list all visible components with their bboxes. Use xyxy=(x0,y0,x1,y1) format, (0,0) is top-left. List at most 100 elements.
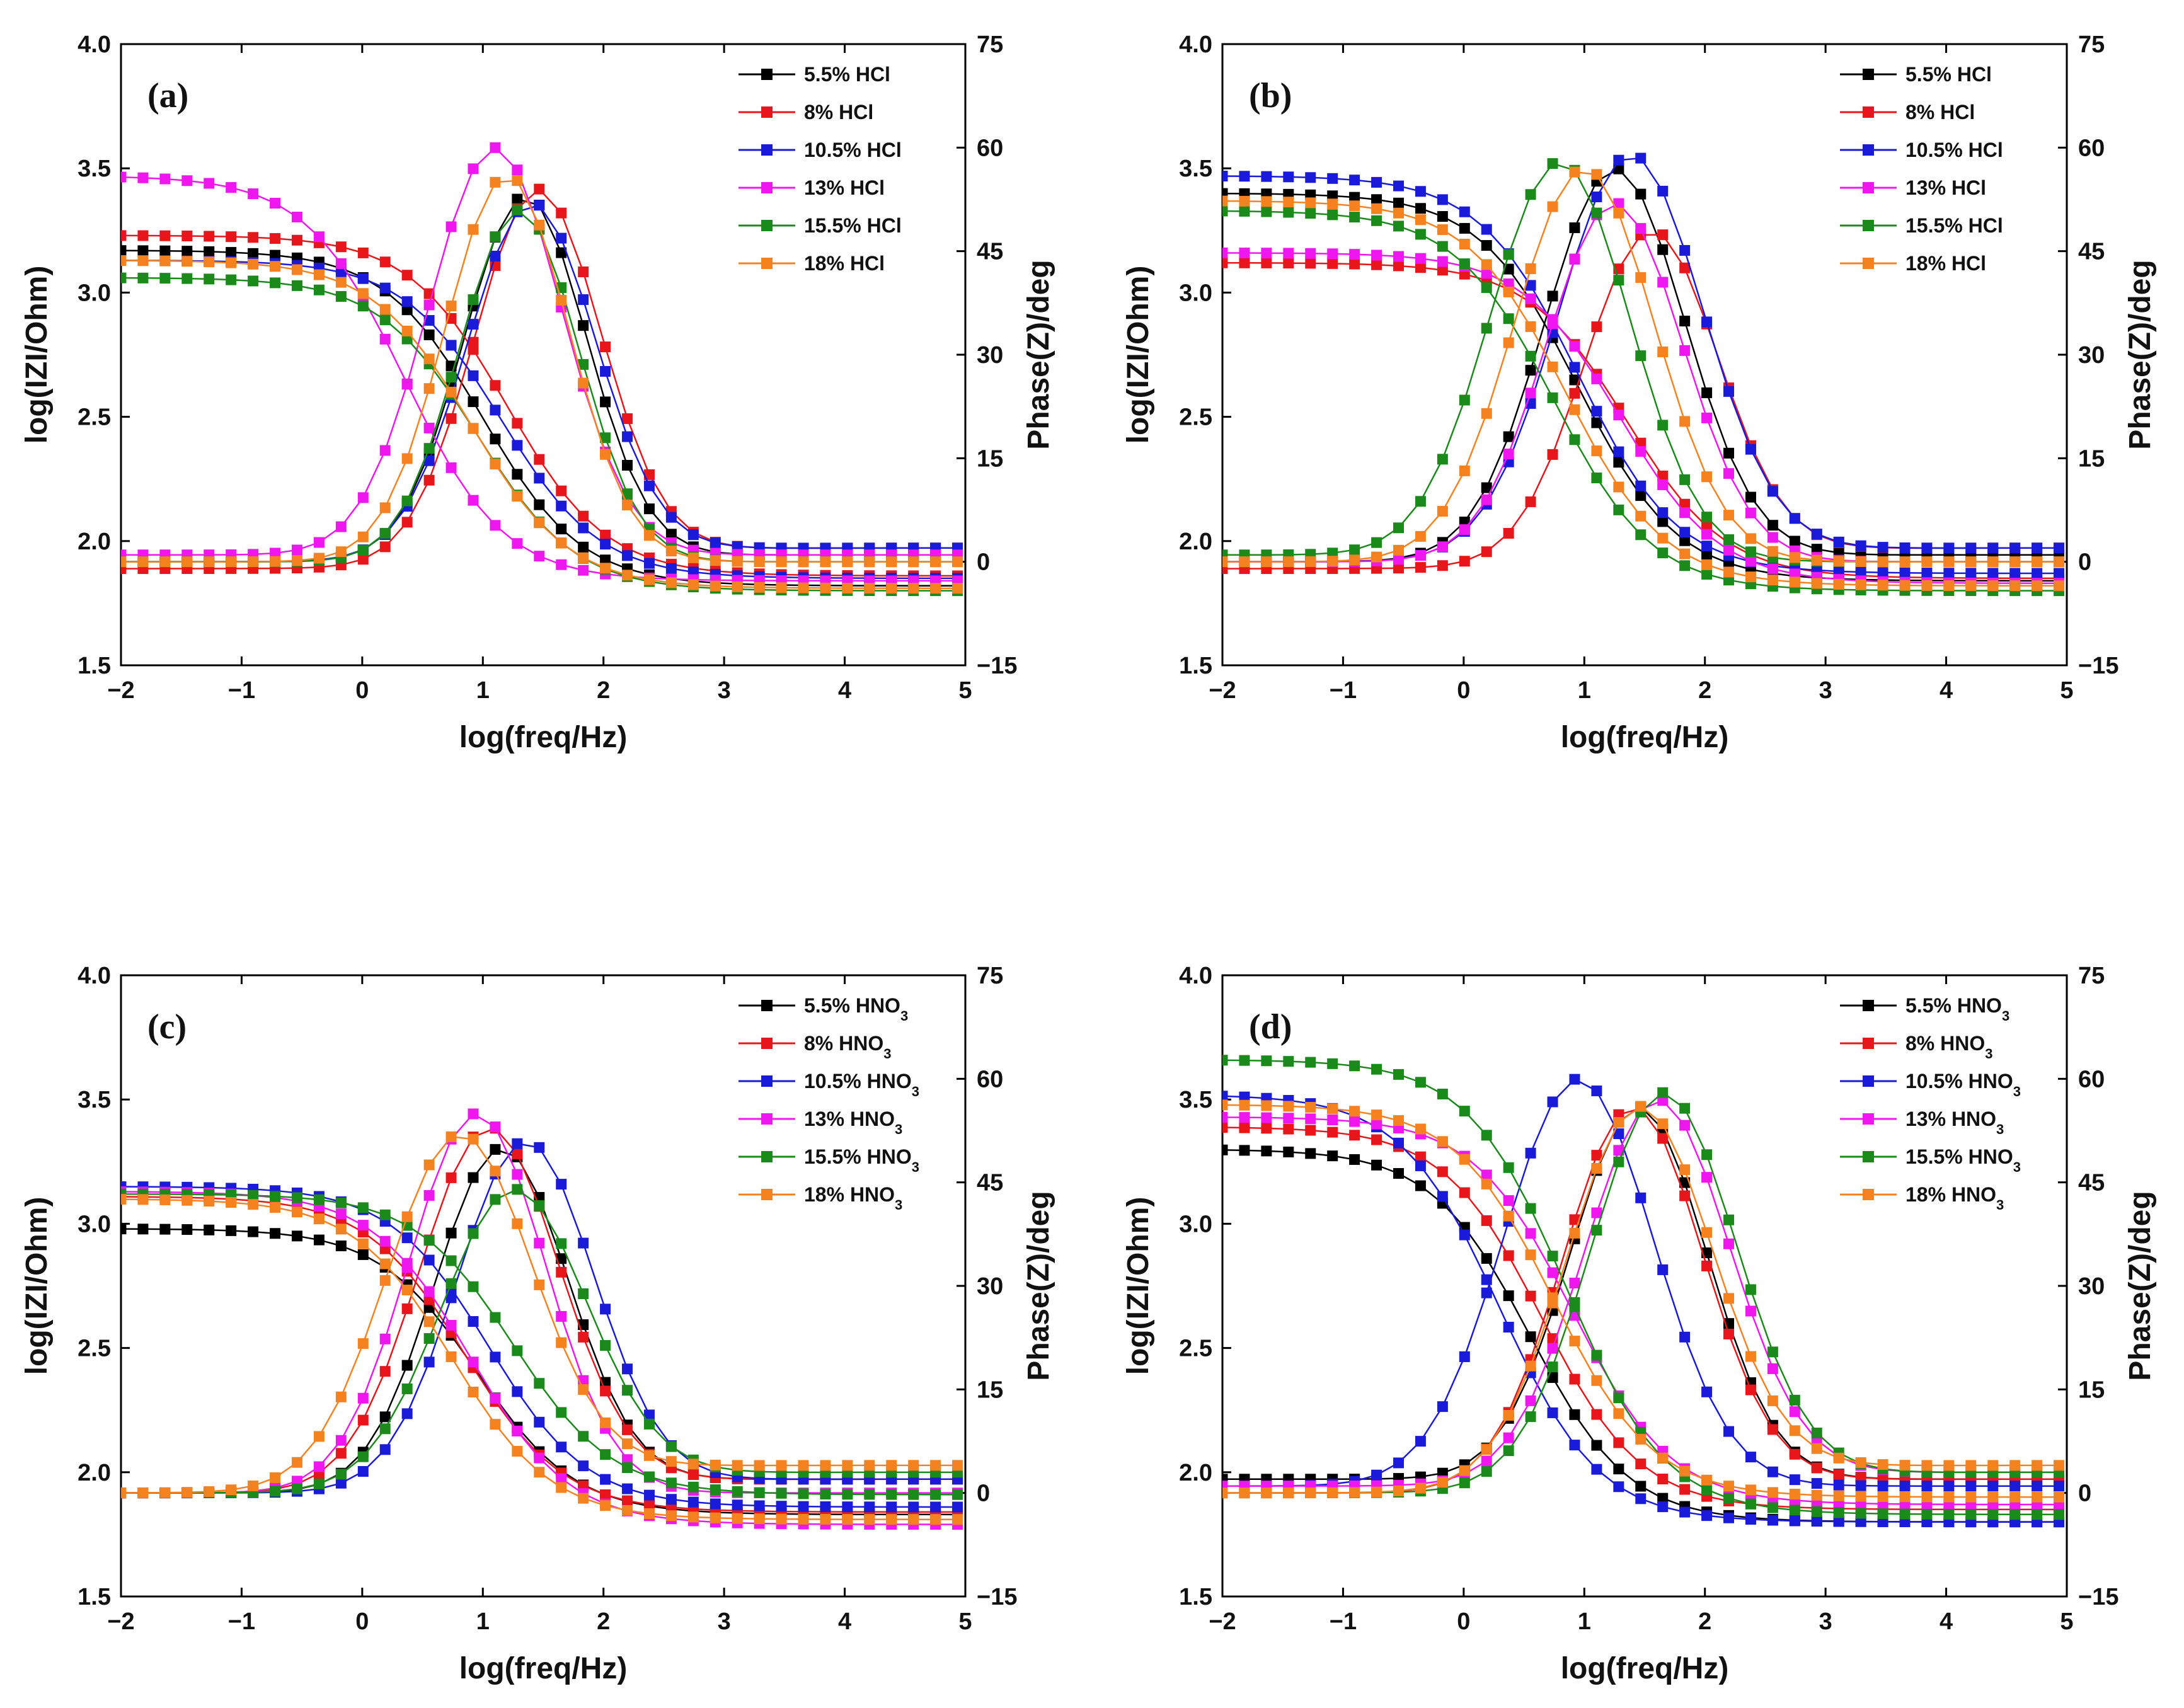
phase-point xyxy=(1789,1474,1800,1486)
x-tick-label: 4 xyxy=(1940,677,1953,704)
x-tick-label: 1 xyxy=(476,677,490,704)
phase-point xyxy=(1679,345,1691,356)
magnitude-point xyxy=(1415,1180,1426,1191)
magnitude-point xyxy=(1943,580,1955,592)
phase-point xyxy=(1547,1297,1558,1309)
phase-point xyxy=(379,1366,391,1377)
phase-point xyxy=(1525,496,1536,507)
magnitude-point xyxy=(534,517,545,529)
magnitude-point xyxy=(1261,1100,1272,1111)
phase-point xyxy=(379,527,391,539)
magnitude-point xyxy=(270,1201,281,1213)
phase-point xyxy=(335,521,347,532)
magnitude-point xyxy=(357,301,369,312)
magnitude-point xyxy=(886,1501,897,1513)
phase-point xyxy=(1525,1411,1536,1423)
phase-point xyxy=(1239,1487,1250,1499)
magnitude-point xyxy=(335,291,347,302)
phase-point xyxy=(643,480,655,491)
phase-point xyxy=(1503,1445,1514,1457)
magnitude-point xyxy=(600,1474,611,1485)
magnitude-point xyxy=(952,583,963,594)
magnitude-point xyxy=(159,255,171,267)
phase-point xyxy=(1701,1386,1713,1397)
legend-label: 13% HCl xyxy=(1905,176,1986,199)
magnitude-point xyxy=(335,277,347,288)
magnitude-point xyxy=(930,1489,941,1500)
magnitude-point xyxy=(1877,1508,1888,1520)
magnitude-point xyxy=(1481,1215,1492,1226)
magnitude-point xyxy=(622,1505,633,1516)
phase-point xyxy=(710,555,721,566)
magnitude-point xyxy=(732,1486,743,1497)
magnitude-point xyxy=(798,1501,809,1512)
magnitude-point xyxy=(1635,529,1647,541)
legend-entry: 18% HCl xyxy=(739,252,885,275)
phase-point xyxy=(1745,546,1756,558)
magnitude-point xyxy=(1305,248,1316,259)
magnitude-point xyxy=(2054,580,2065,592)
phase-point xyxy=(1327,1487,1338,1498)
magnitude-point xyxy=(842,582,853,593)
legend-label: 15.5% HCl xyxy=(804,214,902,237)
legend-label: 8% HNO3 xyxy=(1905,1032,1993,1062)
phase-point xyxy=(423,1356,435,1368)
y-right-tick-label: 75 xyxy=(977,963,1003,989)
magnitude-point xyxy=(512,418,523,429)
magnitude-point xyxy=(1723,544,1735,556)
phase-point xyxy=(1437,1401,1448,1413)
phase-point xyxy=(1371,537,1382,548)
phase-point xyxy=(1613,1156,1624,1167)
magnitude-point xyxy=(137,272,149,284)
magnitude-point xyxy=(1283,1056,1294,1067)
magnitude-point xyxy=(1371,1118,1382,1130)
magnitude-point xyxy=(401,325,413,336)
phase-point xyxy=(1943,556,1955,568)
y-left-tick-label: 1.5 xyxy=(1179,653,1212,679)
magnitude-point xyxy=(1459,239,1470,250)
phase-point xyxy=(445,221,457,232)
magnitude-point xyxy=(600,1500,611,1511)
x-tick-label: 1 xyxy=(476,1608,490,1635)
magnitude-point xyxy=(1459,222,1470,234)
magnitude-point xyxy=(1503,278,1514,289)
phase-point xyxy=(556,1310,567,1322)
magnitude-point xyxy=(490,1393,501,1404)
magnitude-point xyxy=(1503,1321,1514,1333)
magnitude-point xyxy=(1987,568,1999,579)
phase-point xyxy=(600,1340,611,1351)
magnitude-point xyxy=(1657,507,1669,519)
legend-label: 18% HNO3 xyxy=(804,1183,902,1213)
magnitude-point xyxy=(1635,480,1647,491)
phase-point xyxy=(1877,542,1888,553)
magnitude-point xyxy=(248,258,259,270)
legend-label: 15.5% HNO3 xyxy=(804,1145,919,1175)
magnitude-point xyxy=(159,1224,171,1235)
magnitude-point xyxy=(1415,214,1426,226)
magnitude-point xyxy=(1525,1228,1536,1239)
phase-point xyxy=(1811,1462,1822,1474)
magnitude-point xyxy=(798,1488,809,1499)
phase-point xyxy=(556,1337,567,1348)
phase-point xyxy=(556,232,567,244)
phase-point xyxy=(1547,201,1558,212)
series-3 xyxy=(1222,1074,2065,1528)
magnitude-point xyxy=(1613,410,1624,421)
magnitude-point xyxy=(121,245,127,256)
phase-point xyxy=(1921,542,1933,554)
magnitude-point xyxy=(687,579,699,590)
phase-point xyxy=(1657,1133,1669,1144)
y-left-tick-label: 3.0 xyxy=(1179,1211,1212,1237)
phase-point xyxy=(1745,444,1756,455)
legend-marker xyxy=(761,258,773,269)
magnitude-point xyxy=(622,1483,633,1494)
phase-point xyxy=(600,1417,611,1428)
phase-point xyxy=(1393,1457,1404,1469)
magnitude-point xyxy=(291,1192,302,1203)
magnitude-point xyxy=(357,288,369,299)
magnitude-point xyxy=(379,282,391,294)
phase-point xyxy=(1679,244,1691,256)
phase-point xyxy=(1789,552,1800,563)
legend-marker xyxy=(761,1113,773,1125)
magnitude-point xyxy=(643,558,655,569)
